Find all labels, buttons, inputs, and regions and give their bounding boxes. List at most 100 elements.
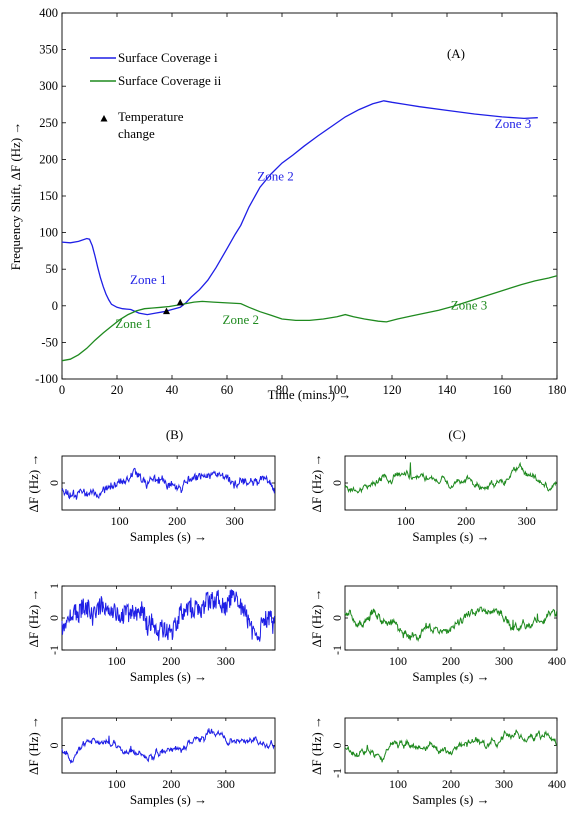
y-tick-label: -1 — [47, 645, 61, 655]
x-tick-label: 140 — [438, 383, 457, 397]
chart-c2: 100 200 300 400 -1 0 Samples (s) → ΔF (Hz) → — [309, 585, 566, 684]
signal-line — [61, 589, 275, 642]
chart-b2: 100 200 300 -1 0 1 Samples (s) → ΔF (Hz) → — [26, 583, 276, 684]
y-axis-label: ΔF (Hz) → — [309, 716, 324, 775]
chart-c3: 100 200 300 400 -1 0 Samples (s) → ΔF (Hz) → — [309, 716, 566, 807]
signal-line — [61, 467, 275, 500]
y-tick-label: 0 — [52, 299, 58, 313]
x-tick-label: 180 — [548, 383, 567, 397]
x-axis-label: Samples (s) → — [130, 792, 207, 807]
panel-label-a: (A) — [447, 46, 465, 61]
zone-annotation: Zone 2 — [223, 312, 259, 327]
y-tick-label: -100 — [35, 372, 58, 386]
x-tick-label: 20 — [111, 383, 124, 397]
x-tick-label: 200 — [457, 514, 475, 528]
legend: Surface Coverage i Surface Coverage ii Tem… — [90, 50, 222, 141]
legend-entry: Surface Coverage i — [118, 50, 218, 65]
x-tick-label: 300 — [217, 777, 235, 791]
x-axis-label: Samples (s) → — [412, 529, 489, 544]
x-tick-label: 200 — [442, 654, 460, 668]
x-tick-label: 100 — [389, 777, 407, 791]
y-axis-label: ΔF (Hz) → — [26, 454, 41, 513]
chart-frame — [344, 717, 558, 774]
x-axis-label: Samples (s) → — [130, 529, 207, 544]
temperature-marker — [176, 298, 184, 306]
y-tick-label: 50 — [46, 262, 59, 276]
y-tick-label: -1 — [330, 768, 344, 778]
x-tick-label: 100 — [111, 514, 129, 528]
x-tick-label: 60 — [221, 383, 234, 397]
signal-line — [344, 729, 557, 763]
panel-label-c1: (C) — [448, 427, 465, 442]
chart-a: 0 20 40 60 80 100 120 140 160 180 -100 -50 0 50 100 150… — [8, 6, 566, 402]
legend-marker-icon — [100, 115, 108, 122]
x-tick-label: 400 — [548, 777, 566, 791]
y-tick-label: -1 — [330, 645, 344, 655]
x-tick-label: 0 — [59, 383, 65, 397]
temperature-marker — [163, 307, 170, 315]
y-tick-label: 350 — [39, 43, 58, 57]
y-tick-label: 0 — [47, 615, 61, 621]
chart-b3: 100 200 300 0 Samples (s) → ΔF (Hz) → — [26, 716, 276, 807]
y-tick-label: 0 — [47, 480, 61, 486]
x-tick-label: 300 — [217, 654, 235, 668]
x-tick-label: 100 — [108, 654, 126, 668]
legend-marker-label-line: Temperature — [118, 109, 184, 124]
x-tick-label: 300 — [495, 654, 513, 668]
y-axis-label: ΔF (Hz) → — [309, 454, 324, 513]
x-tick-label: 200 — [168, 514, 186, 528]
x-axis-label: Samples (s) → — [412, 792, 489, 807]
y-tick-label: 0 — [330, 480, 344, 486]
y-tick-label: -50 — [41, 335, 58, 349]
y-tick-label: 0 — [330, 615, 344, 621]
x-tick-label: 80 — [276, 383, 289, 397]
x-axis-label: Samples (s) → — [130, 669, 207, 684]
y-axis-label: Frequency Shift, ΔF (Hz) → — [8, 122, 23, 271]
x-tick-label: 200 — [162, 777, 180, 791]
zone-annotation: Zone 1 — [115, 316, 151, 331]
y-tick-label: 400 — [39, 6, 58, 20]
y-tick-label: 0 — [47, 743, 61, 749]
x-tick-label: 300 — [226, 514, 244, 528]
zone-annotation: Zone 3 — [451, 297, 487, 312]
chart-b1: 100 200 300 0 Samples (s) → ΔF (Hz) → (B) — [26, 427, 276, 544]
x-tick-label: 100 — [389, 654, 407, 668]
chart-c1: 100 200 300 0 Samples (s) → ΔF (Hz) → (C) — [309, 427, 558, 544]
legend-marker-label-line: change — [118, 126, 155, 141]
x-tick-label: 100 — [108, 777, 126, 791]
zone-annotation: Zone 3 — [495, 116, 531, 131]
signal-line — [61, 728, 275, 765]
y-axis-label: ΔF (Hz) → — [309, 589, 324, 648]
signal-line — [344, 606, 557, 642]
series-line-1 — [61, 100, 538, 316]
x-tick-label: 300 — [495, 777, 513, 791]
y-tick-label: 0 — [330, 743, 344, 749]
y-tick-label: 1 — [47, 583, 61, 589]
x-tick-label: 400 — [548, 654, 566, 668]
y-tick-label: 100 — [39, 226, 58, 240]
series-line-2 — [61, 275, 558, 362]
chart-frame — [61, 717, 276, 774]
legend-entry: Surface Coverage ii — [118, 73, 222, 88]
x-tick-label: 100 — [328, 383, 347, 397]
legend-marker-label: Temperature change — [118, 109, 184, 141]
y-tick-label: 300 — [39, 79, 58, 93]
x-tick-label: 300 — [518, 514, 536, 528]
x-tick-label: 160 — [493, 383, 512, 397]
y-axis-label: ΔF (Hz) → — [26, 589, 41, 648]
zone-annotation: Zone 1 — [130, 272, 166, 287]
y-tick-label: 200 — [39, 152, 58, 166]
y-axis-label: ΔF (Hz) → — [26, 716, 41, 775]
x-tick-label: 40 — [166, 383, 179, 397]
x-tick-label: 200 — [442, 777, 460, 791]
x-tick-label: 100 — [397, 514, 415, 528]
y-tick-label: 150 — [39, 189, 58, 203]
zone-annotation: Zone 2 — [257, 169, 293, 184]
chart-frame — [61, 585, 276, 651]
x-tick-label: 120 — [383, 383, 402, 397]
panel-label-b1: (B) — [166, 427, 183, 442]
x-axis-label: Time (mins.) → — [268, 387, 352, 402]
x-tick-label: 200 — [162, 654, 180, 668]
signal-line — [344, 461, 557, 494]
